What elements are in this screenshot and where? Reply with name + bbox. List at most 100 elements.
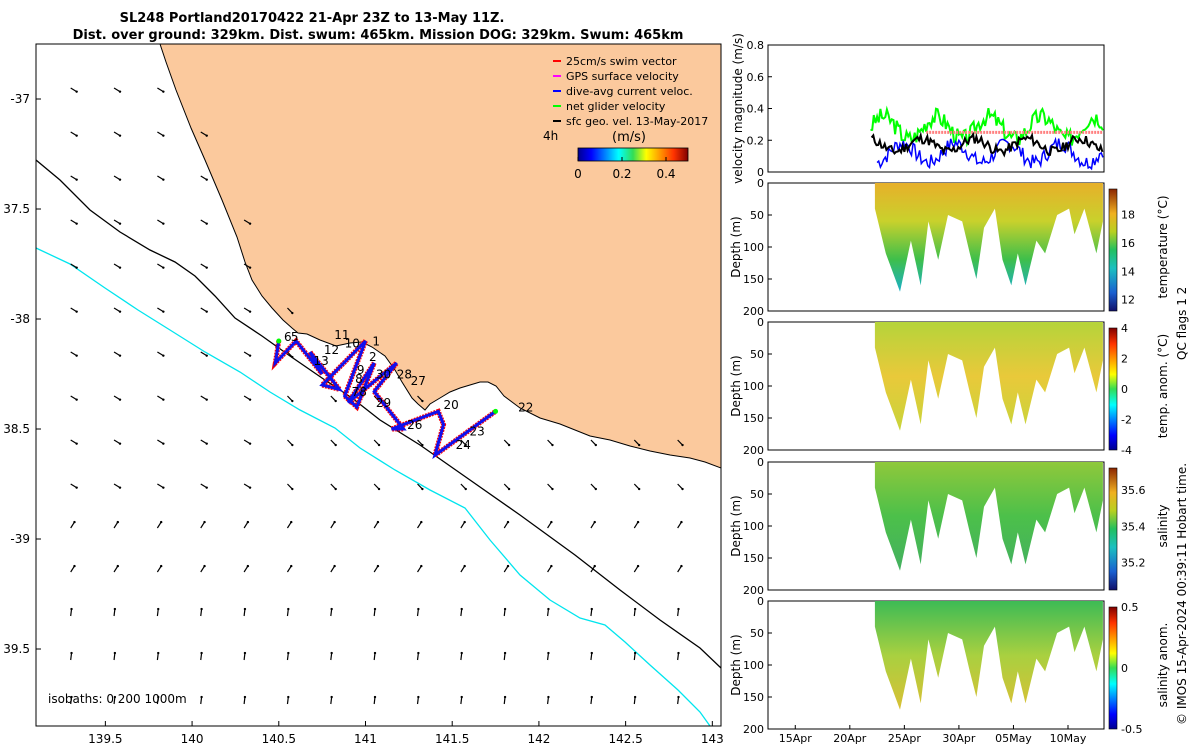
geo-vector-head: [503, 607, 507, 611]
map-x-tick-label: 139.5: [88, 732, 122, 746]
geo-vector-head: [373, 607, 377, 611]
geo-vector-head: [246, 520, 250, 524]
qc-note: QC flags 1 2: [1175, 287, 1189, 360]
geo-vector-head: [205, 266, 208, 269]
geo-vector-head: [118, 310, 122, 313]
track-label: 10: [345, 337, 360, 351]
time-tick-label: 30Apr: [942, 732, 976, 745]
track-label: 13: [313, 354, 328, 368]
track-label: 23: [470, 425, 485, 439]
map-x-ticks: 139.5 140 140.5 141 141.5 142 142.5 143: [88, 721, 724, 746]
geo-vector-head: [75, 354, 78, 357]
depth-tick-label: 0: [757, 316, 764, 329]
colorbar-tick-label: 0: [1121, 383, 1128, 396]
track-end: [493, 408, 499, 414]
geo-vector-head: [550, 564, 553, 568]
geo-vector-head: [590, 651, 593, 655]
geo-vector-head: [464, 487, 467, 491]
geo-vector-head: [333, 520, 336, 524]
velocity-tick-label: 0.6: [747, 71, 765, 84]
geo-vector-head: [291, 399, 294, 403]
depth-tick-label: 200: [743, 723, 764, 736]
geo-vector-head: [200, 695, 203, 699]
geo-vector-head: [376, 564, 380, 568]
map-x-tick-label: 140.5: [262, 732, 296, 746]
depth-tick-label: 100: [743, 241, 764, 254]
colorbar-tick-label: 35.6: [1121, 484, 1146, 497]
geo-vector-head: [162, 90, 165, 93]
geo-vector-head: [157, 651, 160, 655]
geo-vector-head: [680, 564, 683, 568]
geo-vector-head: [75, 134, 78, 137]
geo-vector-head: [291, 355, 294, 359]
geo-vector-head: [460, 607, 463, 611]
time-tick-label: 15Apr: [779, 732, 813, 745]
geo-vector-head: [203, 520, 206, 524]
depth-tick-label: 0: [757, 595, 764, 608]
geo-vector-head: [334, 487, 337, 491]
geo-vector-head: [75, 178, 78, 181]
geo-vector-head: [75, 442, 78, 445]
geo-vector-head: [205, 442, 208, 445]
geo-vector-head: [330, 607, 333, 611]
geo-vector-head: [162, 266, 165, 269]
depth-tick-label: 200: [743, 444, 764, 457]
title-line1: SL248 Portland20170422 21-Apr 23Z to 13-…: [120, 11, 505, 26]
colorbar-tick-label: -0.5: [1121, 723, 1142, 736]
map-y-ticks: -37 37.5 -38 38.5 -39 39.5: [3, 92, 41, 656]
geo-vector-head: [330, 651, 333, 655]
geo-vector-head: [330, 695, 333, 699]
geo-vector-head: [637, 487, 641, 491]
geo-vector-head: [205, 222, 208, 225]
geo-vector-head: [506, 520, 510, 524]
geo-vector-head: [75, 266, 78, 269]
geo-vector-head: [243, 651, 247, 655]
geo-vector-head: [159, 564, 163, 568]
colorbar-label: temp. anom. (°C): [1156, 334, 1170, 438]
geo-vector-head: [594, 487, 598, 491]
velocity-tick-label: 0: [757, 166, 764, 179]
geo-vector-head: [200, 651, 203, 655]
geo-vector-head: [290, 520, 293, 524]
map-colorbar-tick-label: 0.2: [612, 167, 631, 181]
colorbar-tick-label: 35.2: [1121, 557, 1146, 570]
depth-ylabel: Depth (m): [729, 216, 743, 277]
geo-vector-head: [287, 651, 290, 655]
net-velocity-series: [870, 105, 1104, 148]
depth-ylabel: Depth (m): [729, 355, 743, 416]
geo-vector-head: [681, 487, 684, 491]
map-colorbar-tick-label: 0: [574, 167, 582, 181]
geo-vector-head: [162, 398, 165, 401]
geo-vector-head: [113, 607, 117, 611]
geo-vector-head: [633, 695, 637, 699]
track-label: 5: [291, 330, 299, 344]
geo-vector-head: [677, 695, 680, 699]
geo-vector-head: [118, 266, 122, 269]
legend-label: net glider velocity: [566, 100, 666, 113]
geo-vector-head: [246, 564, 250, 568]
colorbar-tick-label: 14: [1121, 265, 1135, 278]
depth-tick-label: 50: [750, 209, 764, 222]
geo-vector-head: [248, 486, 252, 489]
geo-vector-head: [333, 564, 336, 568]
geo-vector-head: [205, 354, 208, 357]
geo-vector-head: [203, 564, 206, 568]
track-label: 2: [369, 350, 377, 364]
geo-vector-head: [636, 520, 640, 524]
geo-vector-head: [162, 178, 165, 181]
depth-ylabel: Depth (m): [729, 495, 743, 556]
colorbar-tick-label: 16: [1121, 237, 1135, 250]
current-velocity-series: [876, 136, 1104, 171]
geo-vector-head: [116, 520, 120, 524]
geo-vector-head: [547, 607, 550, 611]
map-y-tick-label: 38.5: [3, 422, 30, 436]
depth-tick-label: 0: [757, 177, 764, 190]
colorbar-tick-label: 18: [1121, 209, 1135, 222]
temperature-panel: 0 50 100 150 200 Depth (m) 12 14 16 18 temperature…: [729, 177, 1170, 318]
track-label: 6: [284, 330, 292, 344]
geo-vector-head: [159, 520, 163, 524]
geo-vector-head: [205, 178, 208, 181]
